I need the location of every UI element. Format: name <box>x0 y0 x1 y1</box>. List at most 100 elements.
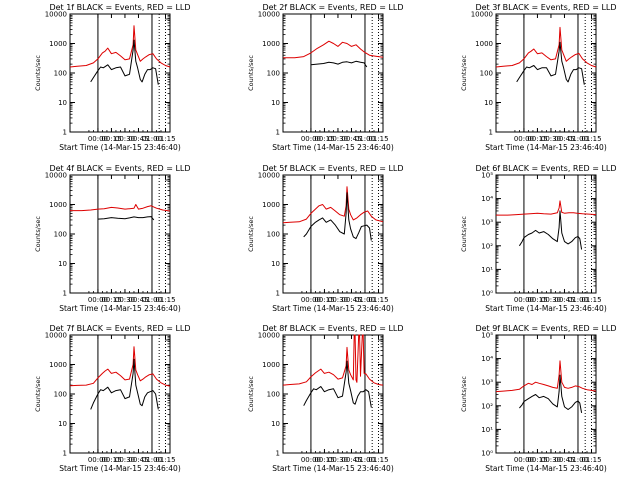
x-axis-label: Start Time (14-Mar-15 23:46:40) <box>272 464 394 473</box>
x-tick-label: 00:45 <box>554 135 574 143</box>
corner-mark <box>165 176 170 181</box>
plot-frame <box>495 174 597 294</box>
x-tick-label: 01:00 <box>142 456 162 464</box>
panel-det-7f: 1 10 100 1000 10000 00:0000:1500:3000:4501:00… <box>34 324 191 473</box>
panel-det-9f: 10⁰10¹10²10³10⁴10⁵00:0000:1500:3000:4501… <box>460 324 617 473</box>
y-tick-label: 10⁰ <box>481 450 493 458</box>
y-tick-label: 10⁰ <box>481 290 493 298</box>
x-tick-label: 00:15 <box>101 296 121 304</box>
x-tick-label: 00:45 <box>128 135 148 143</box>
panel-title: Det 5f BLACK = Events, RED = LLD <box>262 164 403 173</box>
panel-title: Det 7f BLACK = Events, RED = LLD <box>49 324 190 333</box>
x-tick-label: 00:45 <box>341 296 361 304</box>
x-tick-label: 00:30 <box>115 135 135 143</box>
plot-frame <box>69 174 171 294</box>
series-line-lld <box>496 200 597 216</box>
x-tick-label: 00:00 <box>301 456 321 464</box>
x-axis-label: Start Time (14-Mar-15 23:46:40) <box>485 304 607 313</box>
series-line-events <box>519 374 583 413</box>
y-axis-label: Counts/sec <box>34 55 42 91</box>
y-tick-label: 10000 <box>258 11 280 19</box>
x-tick-label: 00:45 <box>341 456 361 464</box>
x-tick-label: 01:15 <box>368 296 388 304</box>
y-tick-label: 10 <box>271 99 280 107</box>
x-axis-label: Start Time (14-Mar-15 23:46:40) <box>485 143 607 152</box>
x-tick-label: 00:15 <box>527 456 547 464</box>
x-tick-label: 00:30 <box>328 456 348 464</box>
x-tick-label: 01:15 <box>581 135 601 143</box>
series-line-lld <box>282 186 384 224</box>
panel-title: Det 3f BLACK = Events, RED = LLD <box>475 3 616 12</box>
x-tick-label: 00:45 <box>554 456 574 464</box>
y-tick-label: 1000 <box>262 361 280 369</box>
x-tick-label: 00:15 <box>527 296 547 304</box>
panel-det-5f: 1 10 100 1000 10000 00:0000:1500:3000:4501:00… <box>247 164 404 313</box>
x-tick-label: 00:00 <box>301 135 321 143</box>
panel-title: Det 4f BLACK = Events, RED = LLD <box>49 164 190 173</box>
x-axis-label: Start Time (14-Mar-15 23:46:40) <box>485 464 607 473</box>
y-axis-label: Counts/sec <box>34 216 42 252</box>
x-tick-label: 00:00 <box>514 296 534 304</box>
series-line-events <box>97 216 155 221</box>
x-axis-label: Start Time (14-Mar-15 23:46:40) <box>59 143 181 152</box>
y-tick-label: 10⁵ <box>481 172 493 180</box>
plot-frame <box>282 13 384 133</box>
y-tick-label: 10000 <box>258 332 280 340</box>
x-tick-label: 00:30 <box>328 296 348 304</box>
y-tick-label: 10³ <box>481 379 493 387</box>
x-tick-label: 01:15 <box>155 456 175 464</box>
y-tick-label: 10000 <box>45 332 67 340</box>
x-tick-label: 00:45 <box>554 296 574 304</box>
x-tick-label: 00:30 <box>541 456 561 464</box>
y-tick-label: 10 <box>271 420 280 428</box>
x-axis-label: Start Time (14-Mar-15 23:46:40) <box>272 304 394 313</box>
corner-mark <box>591 15 596 20</box>
x-tick-label: 01:00 <box>355 296 375 304</box>
x-tick-label: 00:15 <box>527 135 547 143</box>
y-tick-label: 10 <box>271 260 280 268</box>
plot-frame <box>282 174 384 294</box>
y-axis-label: Counts/sec <box>247 55 255 91</box>
y-tick-label: 100 <box>267 391 280 399</box>
y-tick-label: 1000 <box>475 40 493 48</box>
panel-det-3f: 1 10 100 1000 10000 00:0000:1500:3000:4501:00… <box>460 3 617 152</box>
x-tick-label: 01:15 <box>581 296 601 304</box>
y-tick-label: 100 <box>54 70 67 78</box>
series-line-events <box>310 60 368 68</box>
y-tick-label: 1000 <box>49 361 67 369</box>
x-tick-label: 01:00 <box>355 456 375 464</box>
x-tick-label: 00:15 <box>101 135 121 143</box>
series-line-events <box>90 358 159 410</box>
x-tick-label: 01:00 <box>142 296 162 304</box>
x-tick-label: 01:15 <box>155 296 175 304</box>
y-tick-label: 10 <box>58 420 67 428</box>
y-tick-label: 1 <box>276 450 280 458</box>
x-tick-label: 01:15 <box>155 135 175 143</box>
series-line-lld <box>282 334 384 386</box>
x-tick-label: 01:00 <box>568 135 588 143</box>
y-tick-label: 1 <box>63 129 67 137</box>
x-tick-label: 00:00 <box>514 456 534 464</box>
y-tick-label: 1 <box>276 290 280 298</box>
x-tick-label: 00:00 <box>88 296 108 304</box>
y-axis-label: Counts/sec <box>460 216 468 252</box>
x-tick-label: 01:00 <box>568 456 588 464</box>
x-tick-label: 00:30 <box>541 135 561 143</box>
corner-mark <box>165 15 170 20</box>
y-tick-label: 1000 <box>262 201 280 209</box>
y-axis-label: Counts/sec <box>34 376 42 412</box>
y-tick-label: 10 <box>58 99 67 107</box>
plot-frame <box>282 334 384 454</box>
y-tick-label: 10¹ <box>481 426 493 434</box>
x-tick-label: 01:15 <box>581 456 601 464</box>
y-tick-label: 100 <box>54 231 67 239</box>
x-axis-label: Start Time (14-Mar-15 23:46:40) <box>59 304 181 313</box>
y-axis-label: Counts/sec <box>460 376 468 412</box>
series-line-events <box>516 41 585 85</box>
plot-frame <box>495 13 597 133</box>
x-tick-label: 00:30 <box>115 456 135 464</box>
y-tick-label: 10000 <box>45 11 67 19</box>
series-line-events <box>518 210 583 250</box>
x-tick-label: 00:15 <box>101 456 121 464</box>
